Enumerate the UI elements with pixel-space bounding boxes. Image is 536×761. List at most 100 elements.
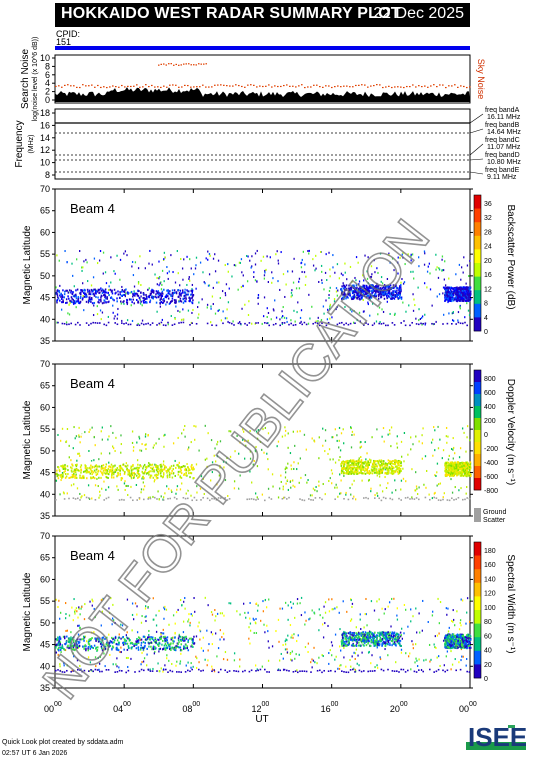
colorbar-tick-label: 24: [484, 244, 492, 251]
colorbar-segment: [474, 664, 481, 679]
sky-noise-point: [115, 86, 117, 88]
sky-noise-point: [185, 63, 187, 65]
sky-noise-point: [199, 86, 201, 88]
sky-noise-point: [370, 85, 372, 87]
x-tick-hour: 00: [44, 704, 54, 714]
x-tick-minute: 00: [331, 701, 339, 708]
colorbar-segment: [474, 394, 481, 407]
sky-noise-point: [127, 85, 129, 87]
sky-noise-point: [265, 85, 267, 87]
frequency-ylabel: Frequency: [14, 120, 25, 167]
sky-noise-point: [385, 86, 387, 88]
colorbar-segment: [474, 542, 481, 556]
sky-noise-point: [325, 85, 327, 87]
freq-band-name: freq bandC: [485, 137, 520, 144]
sky-noise-point: [292, 85, 294, 87]
colorbar-tick-label: 160: [484, 562, 496, 569]
search-noise-fill: [55, 87, 470, 102]
sky-noise-point: [196, 86, 198, 88]
sky-noise-point: [166, 86, 168, 88]
sky-noise-point: [136, 84, 138, 86]
panel-ylabel: Magnetic Latitude: [22, 400, 33, 479]
sky-noise-point: [226, 85, 228, 87]
sky-noise-point: [55, 85, 57, 88]
sky-noise-point: [457, 86, 459, 88]
sky-noise-point: [151, 84, 153, 87]
colorbar-segment: [474, 317, 481, 332]
colorbar-segment: [474, 290, 481, 305]
plot-title: HOKKAIDO WEST RADAR SUMMARY PLOT: [61, 5, 401, 22]
sky-noise-point: [244, 86, 246, 88]
lat-tick-label: 40: [40, 314, 50, 324]
colorbar-segment: [474, 430, 481, 443]
colorbar-segment: [474, 276, 481, 291]
x-tick-hour: 00: [459, 704, 469, 714]
sky-noise-point: [169, 84, 171, 86]
sky-noise-point: [208, 86, 210, 88]
colorbar-segment: [474, 406, 481, 419]
colorbar-segment: [474, 582, 481, 597]
colorbar-tick-label: 12: [484, 286, 492, 293]
sky-noise-point: [130, 85, 132, 88]
beam-label: Beam 4: [70, 201, 115, 216]
colorbar-segment: [474, 637, 481, 652]
noise-ytick-label: 6: [45, 70, 50, 80]
sky-noise-point: [247, 84, 249, 86]
sky-noise-point: [181, 86, 183, 88]
sky-noise-point: [442, 84, 444, 86]
sky-noise-point: [406, 85, 408, 88]
sky-noise-point: [271, 86, 273, 88]
sky-noise-point: [280, 85, 282, 88]
lat-tick-label: 45: [40, 293, 50, 303]
x-tick-hour: 08: [182, 704, 192, 714]
freq-ytick-label: 10: [40, 158, 50, 168]
sky-noise-point: [274, 85, 276, 87]
sky-noise-point: [394, 86, 396, 88]
lat-tick-label: 40: [40, 489, 50, 499]
colorbar-segment: [474, 555, 481, 570]
sky-noise-point: [205, 86, 207, 88]
x-tick-minute: 00: [262, 701, 270, 708]
sky-noise-point: [190, 86, 192, 88]
lat-tick-label: 70: [40, 184, 50, 194]
x-tick-minute: 00: [54, 701, 62, 708]
lat-tick-label: 45: [40, 640, 50, 650]
sky-noise-point: [202, 84, 204, 86]
lat-tick-label: 55: [40, 596, 50, 606]
lat-tick-label: 55: [40, 424, 50, 434]
x-tick-hour: 20: [390, 704, 400, 714]
sky-noise-point: [214, 84, 216, 86]
sky-noise-point: [448, 85, 450, 87]
ground-scatter-label-2: Scatter: [483, 517, 506, 524]
sky-noise-point: [304, 86, 306, 89]
sky-noise-point: [67, 84, 69, 86]
time-axis: 00 00 04 00 08 00 12 00 16 00 20 00 00 00: [44, 701, 477, 714]
sky-noise-point: [139, 86, 141, 88]
lat-tick-label: 60: [40, 402, 50, 412]
sky-noise-point: [316, 84, 318, 86]
sky-noise-point: [121, 84, 123, 87]
sky-noise-point: [220, 84, 222, 86]
sky-noise-point: [198, 63, 200, 65]
colorbar-segment: [474, 195, 481, 209]
sky-noise-point: [298, 85, 300, 87]
colorbar-segment: [474, 466, 481, 479]
freq-ytick-label: 16: [40, 120, 50, 130]
colorbar-tick-label: 16: [484, 272, 492, 279]
sky-noise-point: [183, 63, 185, 65]
freq-ytick-label: 12: [40, 145, 50, 155]
sky-noise-point: [358, 84, 360, 86]
sky-noise-point: [79, 86, 81, 89]
x-tick-minute: 00: [400, 701, 408, 708]
freq-ytick-label: 18: [40, 108, 50, 118]
colorbar-label: Backscatter Power (dB): [505, 204, 516, 309]
x-tick-hour: 12: [251, 704, 261, 714]
colorbar-tick-label: 28: [484, 229, 492, 236]
sky-noise-point: [178, 64, 180, 66]
sky-noise-point: [142, 86, 144, 88]
colorbar-segment: [474, 650, 481, 665]
freq-band-name: freq bandD: [485, 152, 520, 159]
freq-band-name: freq bandA: [485, 107, 520, 114]
sky-noise-point: [188, 63, 190, 65]
